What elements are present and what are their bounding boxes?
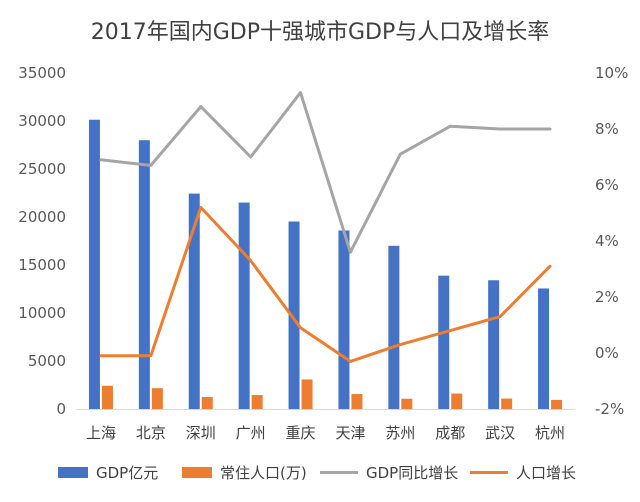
point-gdp-growth — [349, 251, 352, 254]
left-axis-tick-label: 15000 — [18, 256, 66, 274]
legend-label-gdp: GDP亿元 — [96, 464, 159, 482]
point-gdp-growth — [449, 125, 452, 128]
bar-gdp — [438, 275, 450, 409]
legend-swatch-population — [182, 467, 212, 478]
bar-population — [201, 396, 213, 409]
right-axis-tick-label: 10% — [595, 64, 628, 82]
bar-gdp — [538, 288, 550, 409]
bar-gdp — [138, 140, 150, 409]
legend-item-gdp-growth: GDP同比增长 — [320, 462, 458, 483]
bar-gdp — [488, 280, 500, 409]
x-axis-category-label: 成都 — [435, 424, 465, 442]
x-axis-category-label: 苏州 — [385, 424, 415, 442]
point-gdp-growth — [548, 127, 552, 131]
legend: GDP亿元 常住人口(万) GDP同比增长 人口增长 — [0, 462, 640, 492]
right-axis-tick-label: 0% — [595, 344, 619, 362]
x-axis-category-label: 广州 — [236, 424, 266, 442]
left-axis-tick-label: 35000 — [18, 64, 66, 82]
legend-label-gdp-growth: GDP同比增长 — [366, 464, 459, 482]
bar-population — [101, 385, 113, 409]
point-gdp-growth — [399, 153, 402, 156]
bar-gdp — [288, 221, 300, 409]
point-gdp-growth — [299, 91, 302, 94]
point-pop-growth — [199, 206, 202, 209]
point-gdp-growth — [99, 158, 103, 161]
point-pop-growth — [299, 326, 302, 329]
x-axis-category-label: 天津 — [335, 424, 365, 442]
right-axis-tick-label: 6% — [595, 176, 619, 194]
point-gdp-growth — [199, 105, 202, 108]
legend-swatch-gdp — [58, 467, 88, 478]
point-pop-growth — [498, 315, 502, 318]
bar-population — [151, 388, 163, 409]
bar-population — [351, 394, 363, 409]
point-pop-growth — [399, 343, 402, 346]
bar-gdp — [338, 230, 350, 409]
left-axis-tick-label: 0 — [56, 400, 66, 418]
line-pop-growth — [99, 205, 552, 363]
right-axis-tick-label: 2% — [595, 288, 619, 306]
legend-label-population: 常住人口(万) — [220, 464, 307, 482]
bar-population — [551, 399, 563, 409]
point-gdp-growth — [249, 155, 252, 159]
bar-population — [501, 398, 513, 409]
plot-area: 0 5000 10000 15000 20000 25000 30000 35000 -2% 0%… — [18, 64, 628, 442]
point-pop-growth — [249, 259, 252, 262]
bar-population — [401, 398, 413, 409]
left-axis-tick-label: 25000 — [18, 160, 66, 178]
x-axis-category-label: 武汉 — [485, 424, 515, 442]
point-pop-growth — [149, 354, 153, 357]
x-axis-category-label: 重庆 — [286, 424, 316, 442]
legend-item-population: 常住人口(万) — [182, 462, 307, 483]
point-gdp-growth — [149, 164, 153, 167]
point-pop-growth — [449, 329, 452, 332]
legend-item-gdp: GDP亿元 — [58, 462, 158, 483]
legend-swatch-pop-growth — [470, 471, 508, 474]
x-axis-category-label: 北京 — [136, 424, 166, 442]
x-axis-category-label: 上海 — [86, 424, 116, 442]
bar-gdp — [188, 193, 200, 409]
legend-swatch-gdp-growth — [320, 471, 358, 474]
x-axis-category-label: 深圳 — [186, 424, 216, 442]
left-axis-tick-label: 5000 — [28, 352, 66, 370]
left-axis-tick-label: 20000 — [18, 208, 66, 226]
bar-population — [301, 379, 313, 409]
x-axis-category-label: 杭州 — [535, 424, 565, 442]
right-axis-tick-label: -2% — [595, 400, 624, 418]
chart-title: 2017年国内GDP十强城市GDP与人口及增长率 — [90, 20, 550, 45]
right-axis-tick-label: 8% — [595, 120, 619, 138]
bar-population — [451, 393, 463, 409]
point-pop-growth — [99, 354, 103, 357]
point-pop-growth — [548, 265, 552, 268]
left-axis-tick-label: 10000 — [18, 304, 66, 322]
line-gdp-growth — [99, 91, 552, 254]
bar-gdp — [238, 202, 250, 409]
right-axis-tick-label: 4% — [595, 232, 619, 250]
point-gdp-growth — [498, 127, 502, 131]
bar-population — [251, 395, 263, 409]
point-pop-growth — [349, 360, 352, 363]
left-axis-tick-label: 30000 — [18, 112, 66, 130]
legend-label-pop-growth: 人口增长 — [516, 464, 577, 482]
legend-item-pop-growth: 人口增长 — [470, 462, 576, 483]
bar-gdp — [88, 119, 100, 409]
bar-gdp — [388, 245, 400, 409]
